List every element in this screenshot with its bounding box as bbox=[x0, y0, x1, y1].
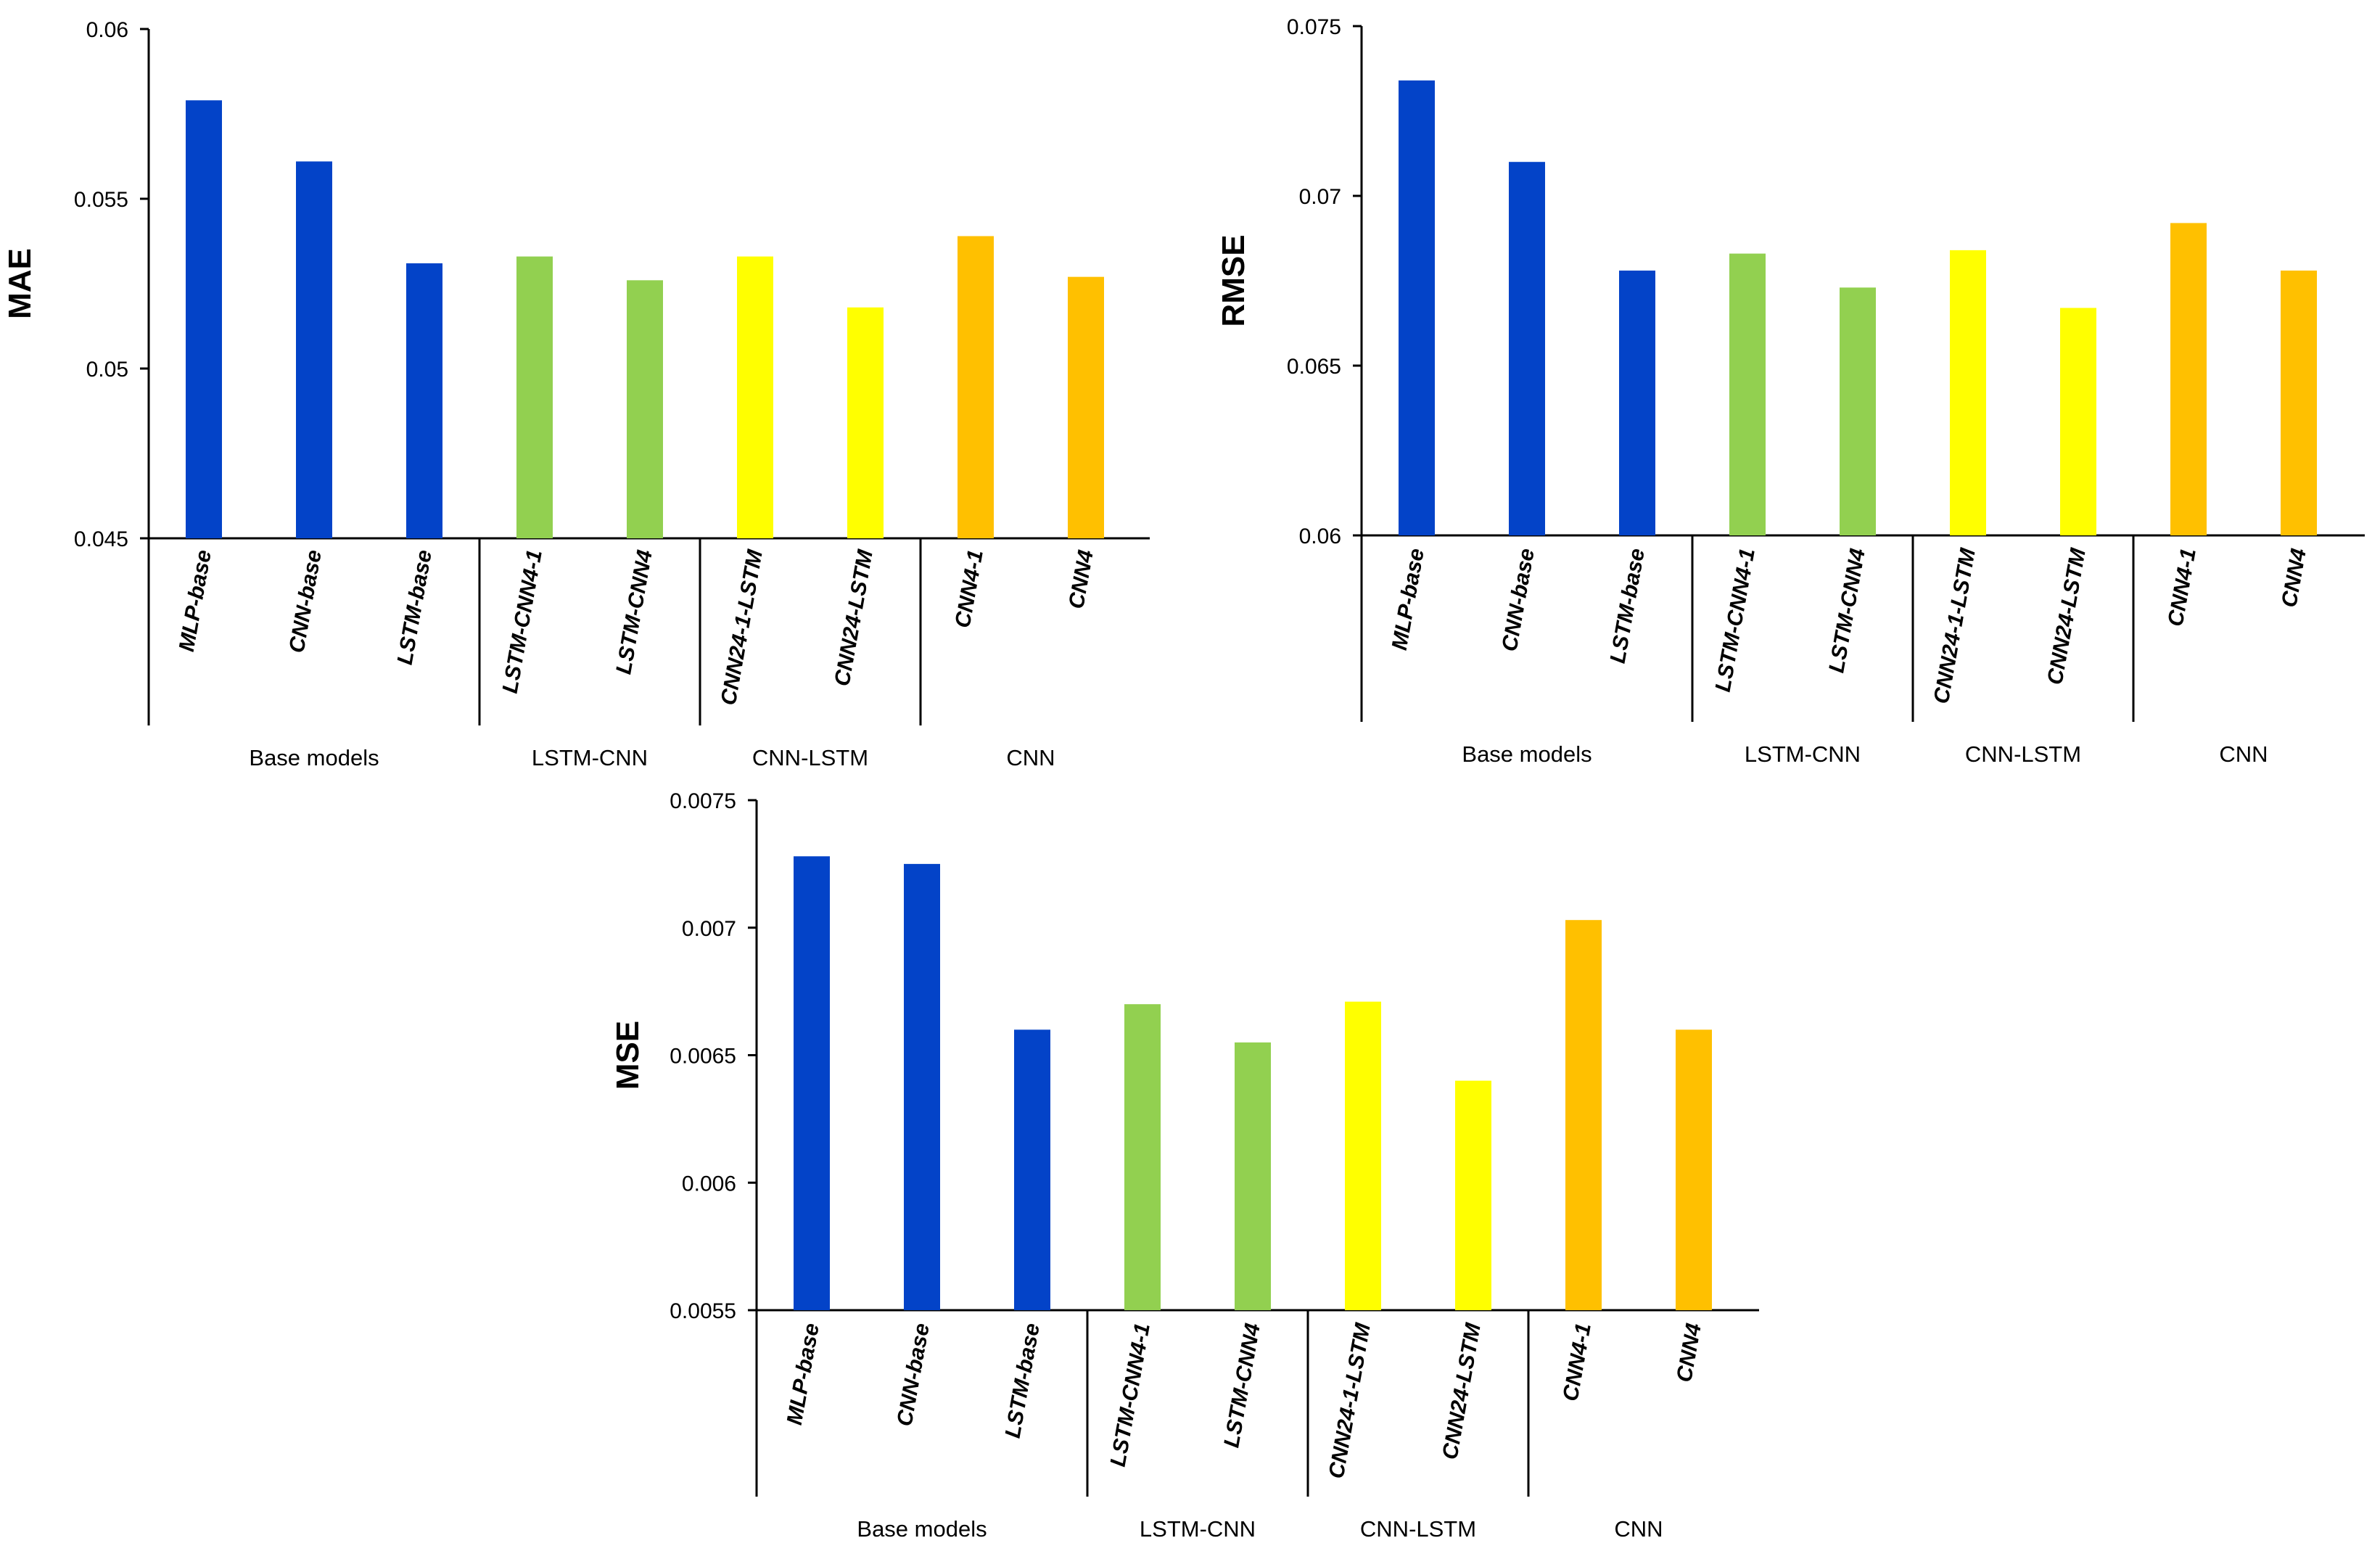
y-tick-label: 0.06 bbox=[1299, 525, 1341, 548]
y-tick-label: 0.05 bbox=[86, 358, 128, 382]
bar-cnn4-1 bbox=[958, 236, 994, 538]
bar-cnn24-lstm bbox=[847, 307, 884, 538]
x-category-label: CNN24-LSTM bbox=[2043, 546, 2091, 687]
y-axis-label: MSE bbox=[610, 1021, 646, 1090]
bar-cnn4 bbox=[2281, 270, 2317, 535]
bar-lstm-cnn4-1 bbox=[1729, 253, 1766, 535]
y-tick-label: 0.0055 bbox=[670, 1299, 736, 1323]
y-tick-label: 0.007 bbox=[682, 917, 736, 941]
group-label: Base models bbox=[249, 745, 379, 770]
bar-lstm-cnn4 bbox=[627, 280, 663, 538]
bar-lstm-base bbox=[1619, 270, 1655, 535]
group-label: LSTM-CNN bbox=[1745, 741, 1861, 767]
x-category-label: LSTM-CNN4 bbox=[1219, 1321, 1265, 1449]
group-label: Base models bbox=[857, 1516, 987, 1542]
bar-cnn4 bbox=[1676, 1029, 1712, 1310]
y-tick-label: 0.0065 bbox=[670, 1045, 736, 1069]
x-category-label: CNN-base bbox=[284, 548, 326, 654]
y-tick-label: 0.065 bbox=[1287, 355, 1341, 379]
bar-cnn24-1-lstm bbox=[1345, 1001, 1381, 1310]
x-category-label: LSTM-base bbox=[393, 548, 437, 666]
bar-cnn24-lstm bbox=[2060, 308, 2096, 535]
rmse-chart: 0.075 0.07 0.065 0.06 RMSE MLP-base CNN-base LS… bbox=[1216, 15, 2365, 767]
x-category-label: LSTM-CNN4-1 bbox=[1711, 546, 1760, 694]
x-category-label: MLP-base bbox=[175, 548, 216, 653]
group-label: CNN bbox=[1006, 745, 1055, 770]
bar-lstm-cnn4 bbox=[1840, 287, 1876, 535]
x-category-label: CNN4-1 bbox=[2164, 546, 2201, 628]
bar-lstm-cnn4-1 bbox=[1124, 1004, 1161, 1310]
bar-cnn4 bbox=[1068, 276, 1104, 538]
bar-lstm-cnn4 bbox=[1235, 1042, 1271, 1310]
mae-chart: 0.06 0.055 0.05 0.045 MAE MLP-base CNN-base LST… bbox=[2, 18, 1150, 770]
x-category-label: LSTM-base bbox=[1606, 546, 1650, 665]
bar-cnn-base bbox=[1509, 162, 1545, 535]
x-category-label: CNN24-LSTM bbox=[1438, 1321, 1486, 1462]
bar-lstm-cnn4-1 bbox=[516, 256, 553, 538]
x-category-label: LSTM-CNN4-1 bbox=[498, 548, 547, 695]
x-category-label: MLP-base bbox=[783, 1321, 824, 1426]
x-category-label: CNN4 bbox=[2277, 546, 2311, 609]
x-category-label: CNN-base bbox=[892, 1321, 934, 1428]
y-tick-label: 0.006 bbox=[682, 1172, 736, 1196]
mse-chart: 0.0075 0.007 0.0065 0.006 0.0055 MSE MLP-base C… bbox=[610, 789, 1759, 1542]
bar-mlp-base bbox=[794, 856, 830, 1310]
bar-cnn24-1-lstm bbox=[737, 256, 773, 538]
x-category-label: CNN4-1 bbox=[951, 548, 988, 629]
bar-lstm-base bbox=[406, 263, 442, 538]
y-tick-label: 0.07 bbox=[1299, 185, 1341, 209]
x-category-label: CNN4 bbox=[1672, 1321, 1706, 1383]
y-tick-label: 0.0075 bbox=[670, 789, 736, 813]
bar-mlp-base bbox=[1399, 80, 1435, 535]
group-label: CNN bbox=[2219, 741, 2268, 767]
x-category-label: LSTM-base bbox=[1001, 1321, 1045, 1439]
x-category-label: CNN24-1-LSTM bbox=[717, 547, 767, 707]
y-tick-label: 0.055 bbox=[74, 188, 128, 212]
x-category-label: LSTM-CNN4 bbox=[1824, 546, 1870, 675]
y-axis-label: MAE bbox=[2, 248, 38, 319]
y-tick-label: 0.06 bbox=[86, 18, 128, 42]
bar-mlp-base bbox=[186, 100, 222, 538]
group-label: CNN-LSTM bbox=[752, 745, 868, 770]
x-category-label: CNN-base bbox=[1497, 546, 1539, 653]
bar-cnn4-1 bbox=[2170, 223, 2207, 535]
x-category-label: LSTM-CNN4-1 bbox=[1106, 1321, 1155, 1468]
x-category-label: CNN24-1-LSTM bbox=[1930, 546, 1980, 705]
group-label: CNN-LSTM bbox=[1965, 741, 2081, 767]
y-tick-label: 0.045 bbox=[74, 527, 128, 551]
x-category-label: LSTM-CNN4 bbox=[612, 548, 657, 676]
group-label: LSTM-CNN bbox=[1140, 1516, 1256, 1542]
bar-cnn-base bbox=[296, 161, 332, 538]
x-category-label: MLP-base bbox=[1388, 546, 1429, 651]
group-label: CNN-LSTM bbox=[1360, 1516, 1476, 1542]
group-label: Base models bbox=[1462, 741, 1592, 767]
bar-cnn-base bbox=[904, 863, 940, 1310]
x-category-label: CNN4-1 bbox=[1559, 1321, 1596, 1402]
x-category-label: CNN4 bbox=[1064, 548, 1098, 610]
x-category-label: CNN24-1-LSTM bbox=[1325, 1320, 1375, 1480]
bar-cnn24-1-lstm bbox=[1950, 250, 1986, 535]
x-category-label: CNN24-LSTM bbox=[830, 548, 878, 688]
bar-cnn24-lstm bbox=[1455, 1080, 1491, 1310]
bar-cnn4-1 bbox=[1565, 920, 1602, 1310]
group-label: LSTM-CNN bbox=[532, 745, 648, 770]
y-axis-label: RMSE bbox=[1216, 234, 1251, 326]
bar-lstm-base bbox=[1014, 1029, 1050, 1310]
group-label: CNN bbox=[1614, 1516, 1663, 1542]
y-tick-label: 0.075 bbox=[1287, 15, 1341, 39]
